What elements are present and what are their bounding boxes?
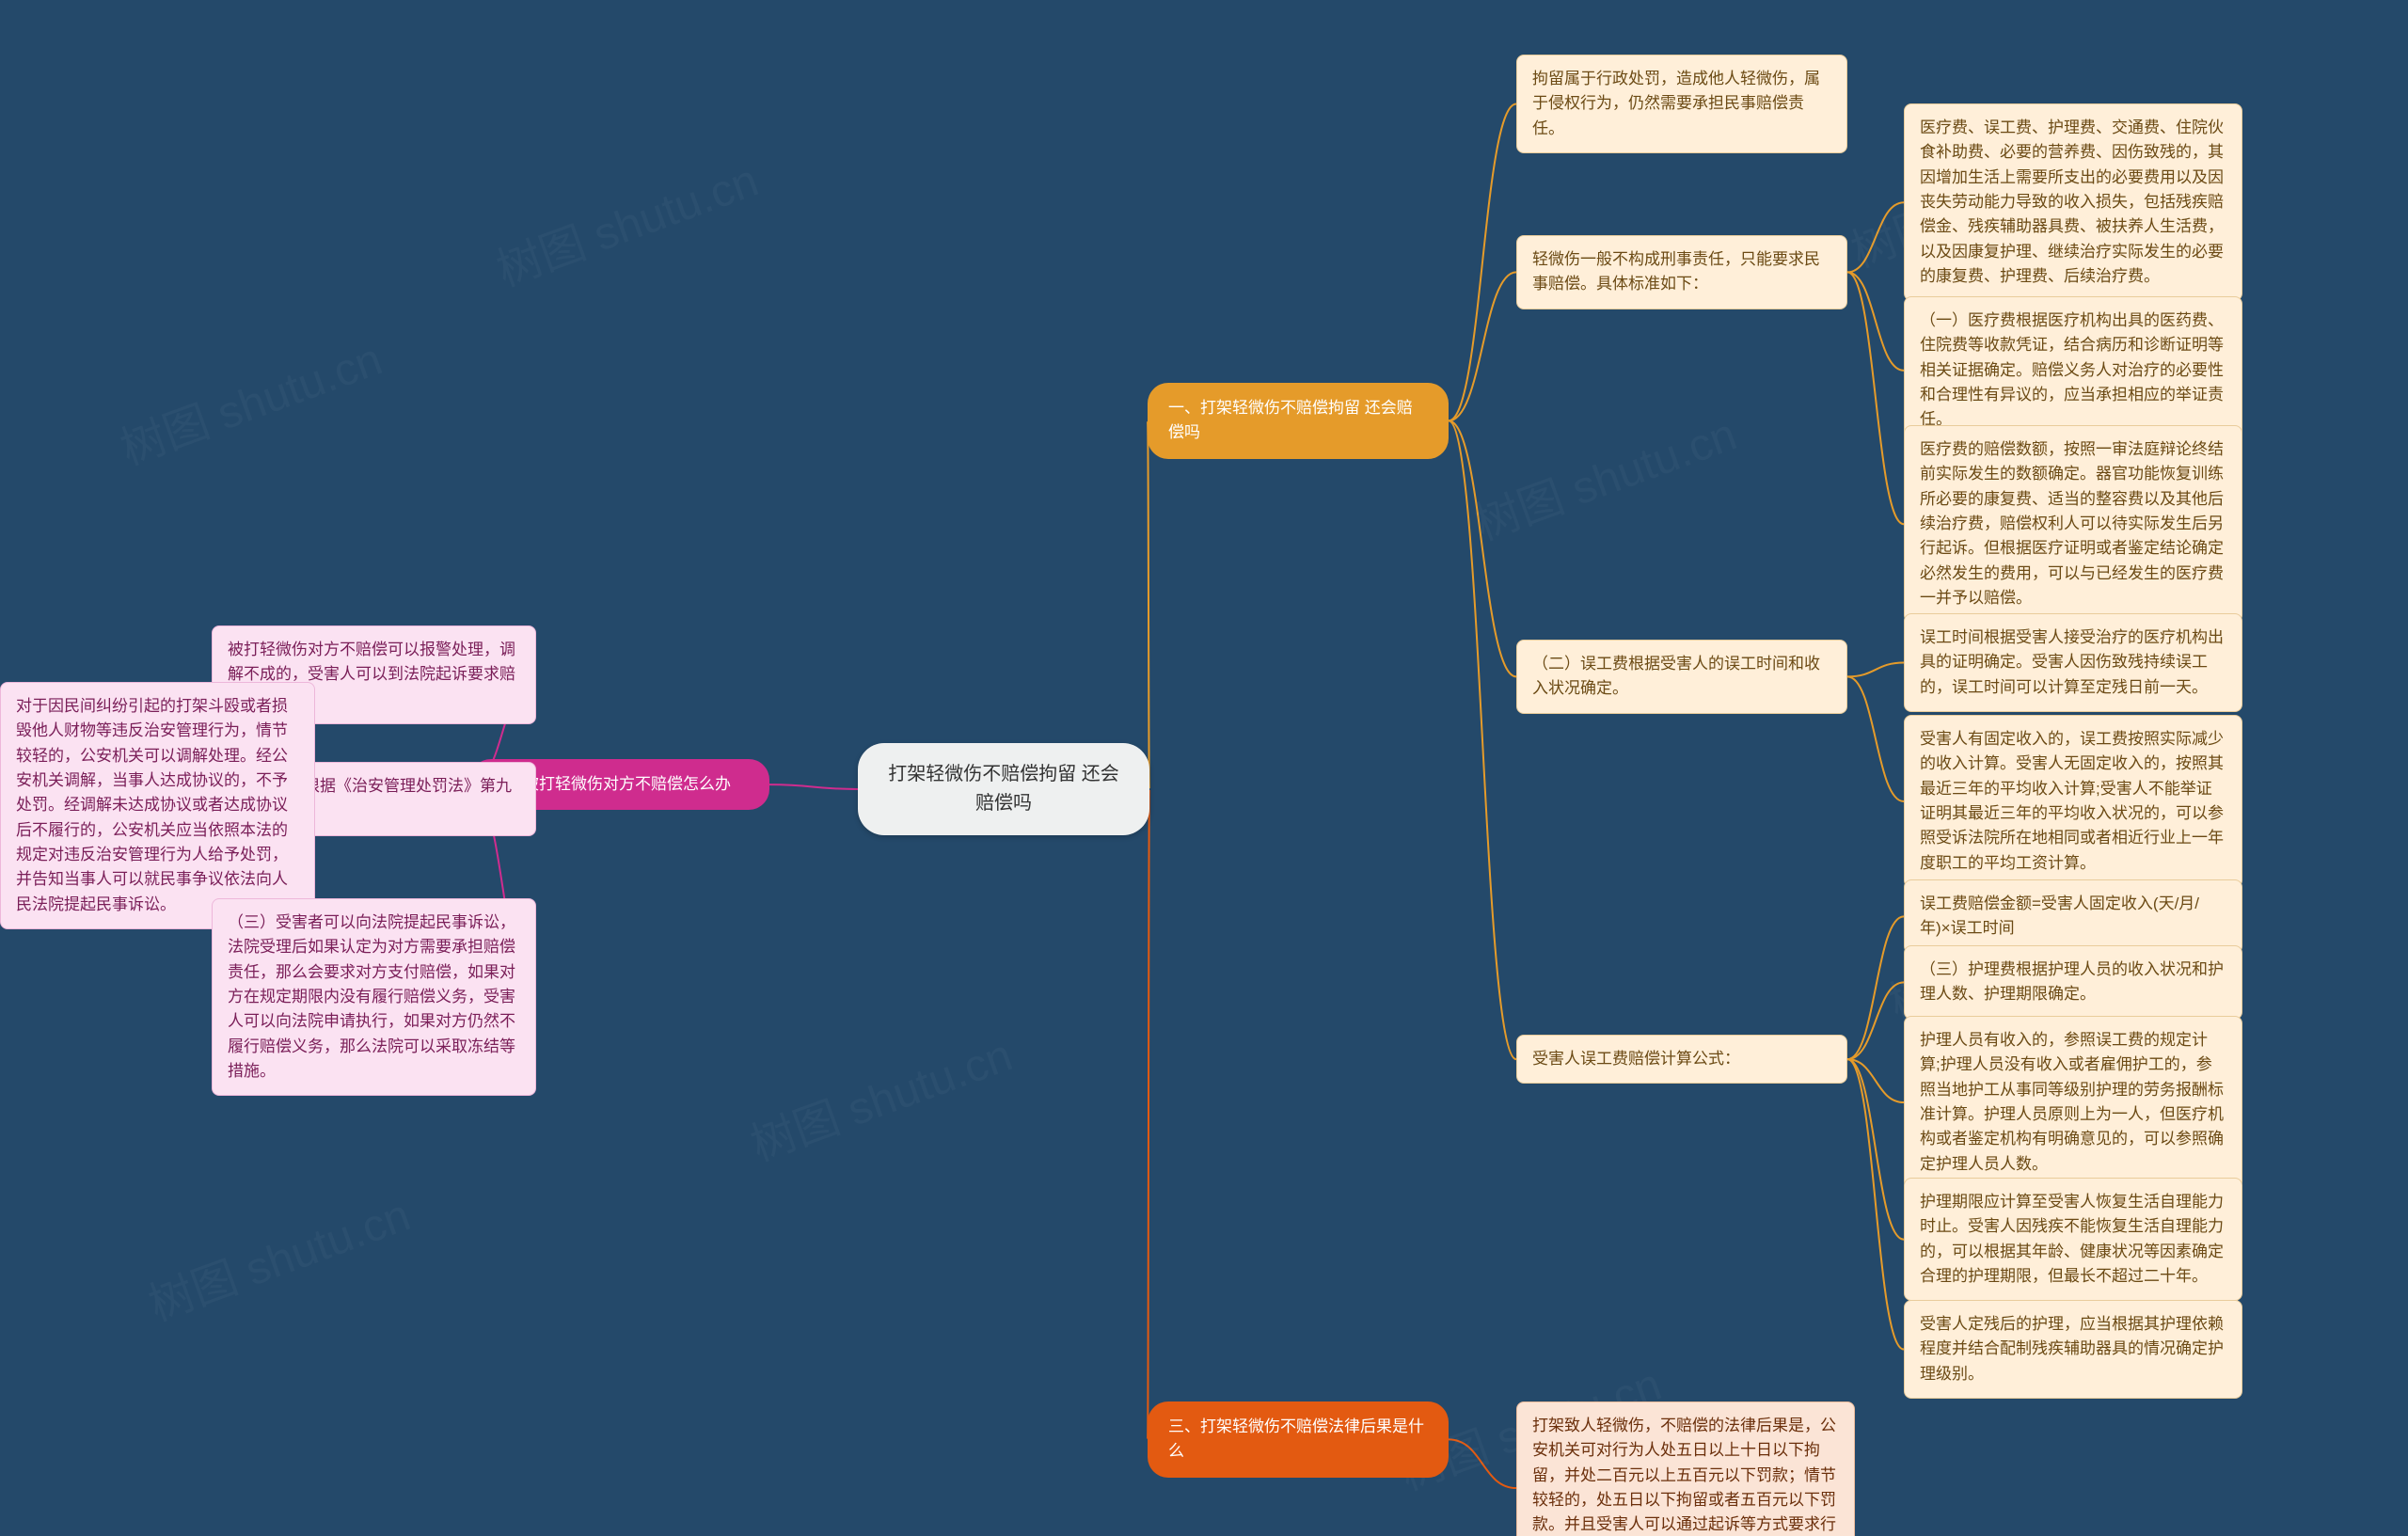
mindmap-edge xyxy=(1847,1059,1904,1240)
mindmap-node: 三、打架轻微伤不赔偿法律后果是什么 xyxy=(1148,1401,1449,1478)
mindmap-edge xyxy=(1148,789,1149,1439)
mindmap-edge xyxy=(1449,1439,1516,1488)
mindmap-edge xyxy=(1449,420,1516,1059)
mindmap-node: 受害人有固定收入的，误工费按照实际减少的收入计算。受害人无固定收入的，按照其最近… xyxy=(1904,715,2242,888)
mindmap-node: 打架轻微伤不赔偿拘留 还会赔偿吗 xyxy=(858,743,1149,835)
mindmap-node: 医疗费的赔偿数额，按照一审法庭辩论终结前实际发生的数额确定。器官功能恢复训练所必… xyxy=(1904,425,2242,623)
mindmap-edge xyxy=(1847,663,1904,677)
watermark: 树图 shutu.cn xyxy=(486,143,766,298)
mindmap-node: 误工费赔偿金额=受害人固定收入(天/月/年)×误工时间 xyxy=(1904,879,2242,954)
mindmap-node: 护理人员有收入的，参照误工费的规定计算;护理人员没有收入或者雇佣护工的，参照当地… xyxy=(1904,1016,2242,1189)
mindmap-edge xyxy=(1847,272,1904,371)
mindmap-node: 打架致人轻微伤，不赔偿的法律后果是，公安机关可对行为人处五日以上十日以下拘留，并… xyxy=(1516,1401,1855,1536)
mindmap-node: 医疗费、误工费、护理费、交通费、住院伙食补助费、必要的营养费、因伤致残的，其因增… xyxy=(1904,103,2242,301)
mindmap-node: 对于因民间纠纷引起的打架斗殴或者损毁他人财物等违反治安管理行为，情节较轻的，公安… xyxy=(0,682,315,929)
watermark: 树图 shutu.cn xyxy=(138,1178,418,1333)
mindmap-edge xyxy=(1847,676,1904,801)
mindmap-node: 误工时间根据受害人接受治疗的医疗机构出具的证明确定。受害人因伤致残持续误工的，误… xyxy=(1904,613,2242,712)
mindmap-edge xyxy=(1847,1059,1904,1102)
mindmap-node: 护理期限应计算至受害人恢复生活自理能力时止。受害人因残疾不能恢复生活自理能力的，… xyxy=(1904,1178,2242,1301)
mindmap-node: （二）误工费根据受害人的误工时间和收入状况确定。 xyxy=(1516,640,1847,714)
mindmap-edge xyxy=(1449,272,1516,420)
mindmap-node: （一）医疗费根据医疗机构出具的医药费、住院费等收款凭证，结合病历和诊断证明等相关… xyxy=(1904,296,2242,445)
mindmap-node: （三）受害者可以向法院提起民事诉讼，法院受理后如果认定为对方需要承担赔偿责任，那… xyxy=(212,898,536,1096)
mindmap-node: 受害人定残后的护理，应当根据其护理依赖程度并结合配制残疾辅助器具的情况确定护理级… xyxy=(1904,1300,2242,1399)
watermark: 树图 shutu.cn xyxy=(740,1018,1020,1173)
mindmap-edge xyxy=(1449,104,1516,421)
mindmap-node: 受害人误工费赔偿计算公式： xyxy=(1516,1035,1847,1084)
watermark: 树图 shutu.cn xyxy=(1465,397,1744,552)
mindmap-node: 一、打架轻微伤不赔偿拘留 还会赔偿吗 xyxy=(1148,383,1449,459)
watermark: 树图 shutu.cn xyxy=(110,322,389,477)
mindmap-edge xyxy=(1847,1059,1904,1349)
mindmap-edge xyxy=(1847,916,1904,1059)
mindmap-node: （三）护理费根据护理人员的收入状况和护理人数、护理期限确定。 xyxy=(1904,945,2242,1020)
mindmap-edge xyxy=(769,784,858,789)
mindmap-edge xyxy=(1449,420,1516,676)
mindmap-node: 拘留属于行政处罚，造成他人轻微伤，属于侵权行为，仍然需要承担民事赔偿责任。 xyxy=(1516,55,1847,153)
mindmap-edge xyxy=(1847,982,1904,1059)
mindmap-edge xyxy=(1847,272,1904,524)
mindmap-edge xyxy=(1847,202,1904,272)
mindmap-node: 轻微伤一般不构成刑事责任，只能要求民事赔偿。具体标准如下： xyxy=(1516,235,1847,309)
mindmap-edge xyxy=(1148,420,1149,789)
